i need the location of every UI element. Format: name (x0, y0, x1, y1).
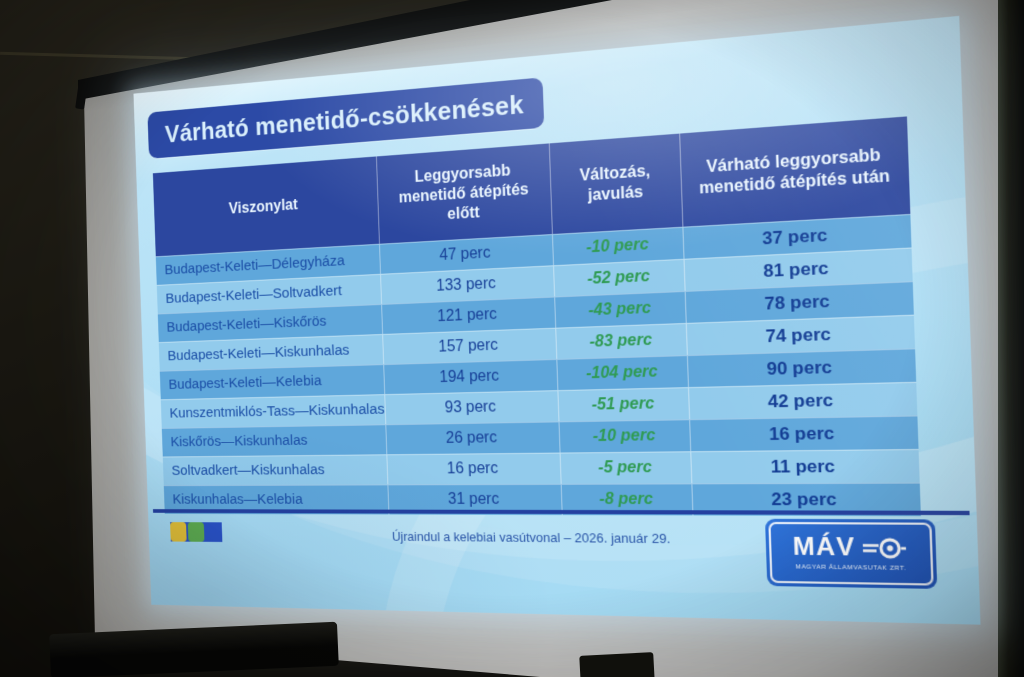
slide-title: Várható menetidő-csökkenések (164, 88, 525, 148)
change-cell: -10 perc (552, 227, 683, 266)
screen-stand-pole (49, 621, 339, 677)
before-cell: 194 perc (383, 359, 558, 395)
before-cell: 16 perc (386, 453, 561, 485)
change-cell: -83 perc (555, 324, 687, 359)
change-cell: -52 perc (553, 259, 685, 297)
column-header-viszonylat: Viszonylat (228, 196, 299, 218)
before-cell: 121 perc (380, 297, 556, 335)
change-cell: -43 perc (554, 291, 686, 328)
table-body: Budapest-Keleti—Délegyháza 47 perc -10 p… (155, 213, 921, 517)
change-cell: -10 perc (558, 420, 690, 453)
change-cell: -104 perc (556, 356, 688, 391)
route-cell: Soltvadkert—Kiskunhalas (171, 461, 325, 479)
timetable: Viszonylat Leggyorsabb menetidő átépítés… (152, 116, 921, 517)
change-cell: -51 perc (557, 388, 689, 422)
mav-winged-wheel-icon (862, 535, 908, 561)
route-cell: Budapest-Keleti—Kelebia (168, 372, 322, 393)
mav-subtitle: MAGYAR ÁLLAMVASUTAK ZRT. (795, 564, 907, 573)
mav-logo: MÁV MAGYAR ÁLLAMVASUTAK ZRT. (764, 518, 938, 589)
before-cell: 93 perc (384, 391, 559, 425)
after-cell: 90 perc (686, 349, 917, 388)
before-cell: 26 perc (385, 422, 560, 455)
after-cell: 11 perc (689, 450, 920, 484)
mav-brand-text: MÁV (792, 532, 856, 562)
after-cell: 42 perc (687, 382, 918, 420)
column-header-after: Várható leggyorsabb menetidő átépítés ut… (678, 116, 911, 227)
route-cell: Kiskőrös—Kiskunhalas (170, 432, 308, 451)
before-cell: 157 perc (381, 328, 557, 365)
projected-slide: Várható menetidő-csökkenések Viszonylat … (133, 15, 981, 625)
room-right-shadow (998, 0, 1024, 677)
slide-title-pill: Várható menetidő-csökkenések (147, 77, 545, 159)
column-header-before: Leggyorsabb menetidő átépítés előtt (375, 143, 553, 244)
mav-logo-row: MÁV (792, 532, 908, 562)
route-cell: Kunszentmiklós-Tass—Kiskunhalas (169, 400, 385, 422)
screen-stand-foot (579, 652, 655, 677)
column-header-change: Változás, javulás (548, 133, 682, 235)
after-cell: 16 perc (688, 416, 919, 452)
change-cell: -5 perc (559, 452, 691, 484)
